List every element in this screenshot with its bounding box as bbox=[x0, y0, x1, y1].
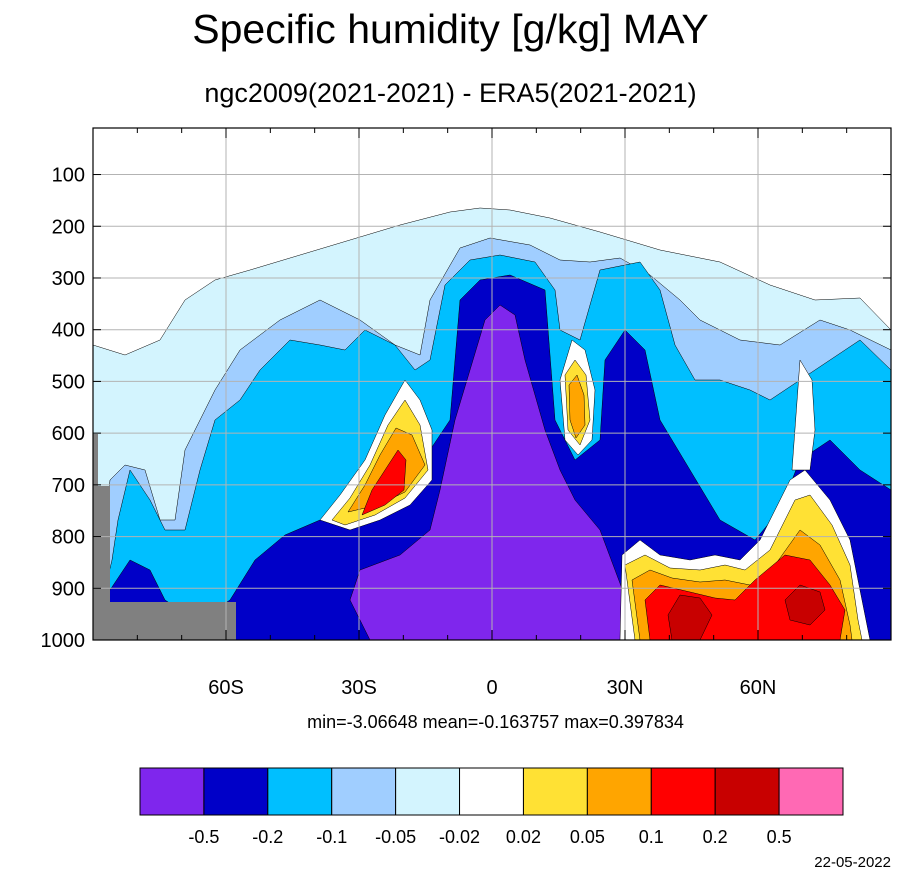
y-tick-label: 300 bbox=[52, 268, 85, 290]
x-tick-label: 30N bbox=[607, 677, 644, 699]
y-tick-label: 900 bbox=[52, 578, 85, 600]
colorbar-box bbox=[650, 767, 716, 816]
x-axis: 60S 30S 0 30N 60N bbox=[136, 128, 848, 699]
x-tick-label: 0 bbox=[486, 677, 497, 699]
date-stamp: 22-05-2022 bbox=[814, 854, 891, 871]
colorbar-box bbox=[203, 767, 269, 816]
colorbar-box bbox=[395, 767, 461, 816]
colorbar-box bbox=[778, 767, 844, 816]
grid-lines bbox=[93, 128, 891, 640]
contour-plus-0.5-n-lower-a bbox=[667, 594, 713, 640]
contour-plus-0.5-n-lower-b bbox=[784, 584, 826, 626]
colorbar: -0.5 -0.2 -0.1 -0.05 -0.02 0.02 0.05 0.1 0.2 0.5 bbox=[139, 767, 844, 847]
contour-plus-0.02-n-narrow bbox=[791, 359, 816, 471]
colorbar-label: 0.02 bbox=[506, 827, 541, 847]
y-tick-label: 600 bbox=[52, 423, 85, 445]
x-tick-label: 30S bbox=[341, 677, 377, 699]
colorbar-box bbox=[459, 767, 524, 816]
y-tick-label: 200 bbox=[52, 216, 85, 238]
x-tick-label: 60S bbox=[208, 677, 244, 699]
y-tick-label: 700 bbox=[52, 475, 85, 497]
x-tick-label: 60N bbox=[740, 677, 777, 699]
colorbar-label: 0.05 bbox=[570, 827, 605, 847]
colorbar-label: -0.05 bbox=[375, 827, 416, 847]
colorbar-label: -0.02 bbox=[439, 827, 480, 847]
colorbar-box bbox=[267, 767, 333, 816]
colorbar-label: -0.5 bbox=[188, 827, 219, 847]
colorbar-label: -0.1 bbox=[316, 827, 347, 847]
colorbar-label: 0.1 bbox=[639, 827, 664, 847]
colorbar-box bbox=[522, 767, 588, 816]
colorbar-box bbox=[714, 767, 780, 816]
contour-plus-0.2-s bbox=[361, 449, 407, 516]
missing-data-mask bbox=[93, 434, 236, 640]
colorbar-box bbox=[331, 767, 397, 816]
colorbar-label: 0.5 bbox=[767, 827, 792, 847]
y-tick-label: 500 bbox=[52, 371, 85, 393]
y-tick-label: 1000 bbox=[41, 630, 86, 652]
colorbar-label: 0.2 bbox=[703, 827, 728, 847]
y-axis: 100 200 300 400 500 600 700 800 900 1000 bbox=[41, 165, 891, 652]
colorbar-box bbox=[139, 767, 205, 816]
contour-plus-0.1-n-upper bbox=[568, 374, 586, 439]
y-tick-label: 100 bbox=[52, 165, 85, 187]
y-tick-label: 800 bbox=[52, 527, 85, 549]
colorbar-box bbox=[586, 767, 652, 816]
statistics-summary: min=-3.06648 mean=-0.163757 max=0.397834 bbox=[307, 712, 684, 732]
colorbar-label: -0.2 bbox=[252, 827, 283, 847]
chart-subtitle: ngc2009(2021-2021) - ERA5(2021-2021) bbox=[204, 78, 697, 108]
chart-title: Specific humidity [g/kg] MAY bbox=[192, 6, 709, 52]
y-tick-label: 400 bbox=[52, 320, 85, 342]
